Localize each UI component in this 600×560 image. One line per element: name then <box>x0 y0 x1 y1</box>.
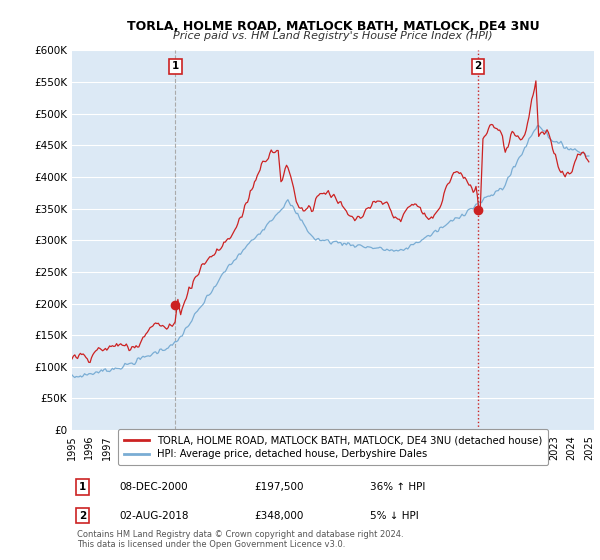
Text: Price paid vs. HM Land Registry's House Price Index (HPI): Price paid vs. HM Land Registry's House … <box>173 31 493 41</box>
Text: £197,500: £197,500 <box>254 482 304 492</box>
Text: TORLA, HOLME ROAD, MATLOCK BATH, MATLOCK, DE4 3NU: TORLA, HOLME ROAD, MATLOCK BATH, MATLOCK… <box>127 20 539 32</box>
Text: 5% ↓ HPI: 5% ↓ HPI <box>370 511 418 521</box>
Legend: TORLA, HOLME ROAD, MATLOCK BATH, MATLOCK, DE4 3NU (detached house), HPI: Average: TORLA, HOLME ROAD, MATLOCK BATH, MATLOCK… <box>118 429 548 465</box>
Text: 1: 1 <box>79 482 86 492</box>
Text: 36% ↑ HPI: 36% ↑ HPI <box>370 482 425 492</box>
Text: 2: 2 <box>475 61 482 71</box>
Text: 08-DEC-2000: 08-DEC-2000 <box>119 482 188 492</box>
Text: 02-AUG-2018: 02-AUG-2018 <box>119 511 188 521</box>
Text: £348,000: £348,000 <box>254 511 304 521</box>
Text: 2: 2 <box>79 511 86 521</box>
Text: 1: 1 <box>172 61 179 71</box>
Text: Contains HM Land Registry data © Crown copyright and database right 2024.
This d: Contains HM Land Registry data © Crown c… <box>77 530 404 549</box>
